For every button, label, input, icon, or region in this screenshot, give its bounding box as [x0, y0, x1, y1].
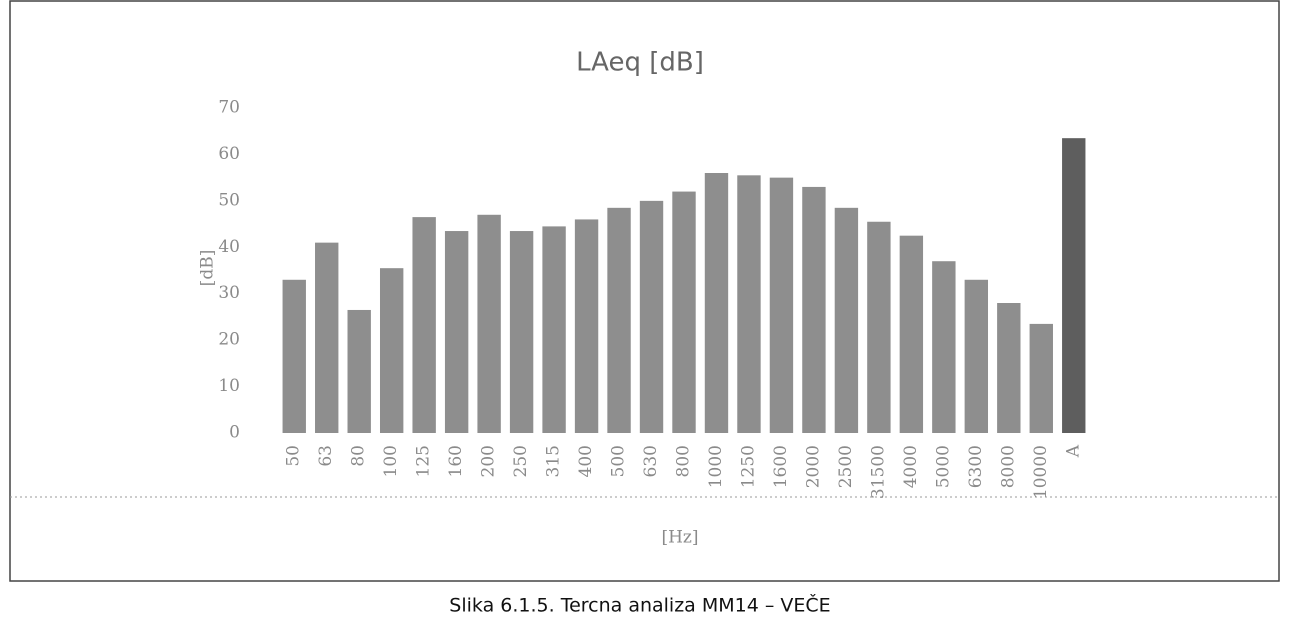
bar — [1062, 138, 1086, 433]
x-tick-label: 100 — [381, 445, 401, 477]
frame — [9, 0, 1280, 582]
bar — [834, 207, 859, 433]
x-axis-label: [Hz] — [661, 528, 698, 548]
x-tick-label: 800 — [674, 445, 694, 477]
bar — [347, 309, 371, 433]
bar — [574, 219, 599, 433]
x-tick-label: 4000 — [901, 445, 921, 488]
bar — [737, 175, 761, 434]
x-tick-label: 125 — [414, 445, 434, 477]
bar — [477, 214, 501, 433]
bar — [542, 226, 566, 433]
bar — [672, 191, 696, 433]
x-tick-label: 2500 — [836, 445, 856, 488]
bar — [769, 177, 794, 433]
bar — [802, 186, 826, 433]
bar — [412, 217, 436, 433]
chart-title: LAeq [dB] — [576, 48, 704, 78]
bar — [997, 303, 1021, 433]
bar — [899, 235, 924, 433]
x-tick-label: 80 — [349, 445, 369, 467]
bar — [964, 279, 989, 433]
x-tick-label: 31500 — [868, 445, 888, 499]
bar — [509, 231, 534, 433]
x-tick-label: 400 — [576, 445, 596, 477]
caption: Slika 6.1.5. Tercna analiza MM14 – VEČE — [449, 593, 830, 617]
x-tick-label: 50 — [284, 445, 304, 467]
bar — [379, 268, 404, 433]
bar — [932, 261, 956, 433]
x-tick-label: 10000 — [1031, 445, 1051, 499]
bar — [1029, 323, 1053, 433]
bar — [315, 242, 339, 433]
y-tick-label: 70 — [218, 98, 240, 118]
bar — [444, 231, 469, 433]
x-tick-label: 6300 — [966, 445, 986, 488]
bar — [704, 173, 729, 433]
x-tick-label: 315 — [544, 445, 564, 477]
y-axis-label: [dB] — [198, 250, 218, 287]
x-tick-label: 63 — [316, 445, 336, 467]
x-tick-label: A — [1063, 444, 1083, 458]
y-tick-label: 60 — [218, 144, 240, 164]
bar — [639, 200, 664, 433]
x-tick-label: 250 — [511, 445, 531, 477]
x-tick-label: 630 — [641, 445, 661, 477]
x-tick-label: 2000 — [803, 445, 823, 488]
bar — [867, 221, 891, 433]
x-tick-label: 8000 — [998, 445, 1018, 488]
y-tick-label: 20 — [218, 330, 240, 350]
y-tick-label: 40 — [218, 237, 240, 257]
x-tick-label: 5000 — [933, 445, 953, 488]
x-tick-label: 160 — [446, 445, 466, 477]
x-tick-label: 200 — [479, 445, 499, 477]
bar — [282, 279, 306, 433]
y-tick-label: 50 — [218, 190, 240, 210]
y-tick-label: 30 — [218, 283, 240, 303]
x-tick-label: 1250 — [738, 445, 758, 488]
x-tick-label: 1000 — [706, 445, 726, 488]
x-tick-label: 500 — [609, 445, 629, 477]
y-tick-label: 10 — [218, 376, 240, 396]
bar — [607, 207, 631, 433]
x-tick-label: 1600 — [771, 445, 791, 488]
y-tick-label: 0 — [229, 423, 240, 443]
